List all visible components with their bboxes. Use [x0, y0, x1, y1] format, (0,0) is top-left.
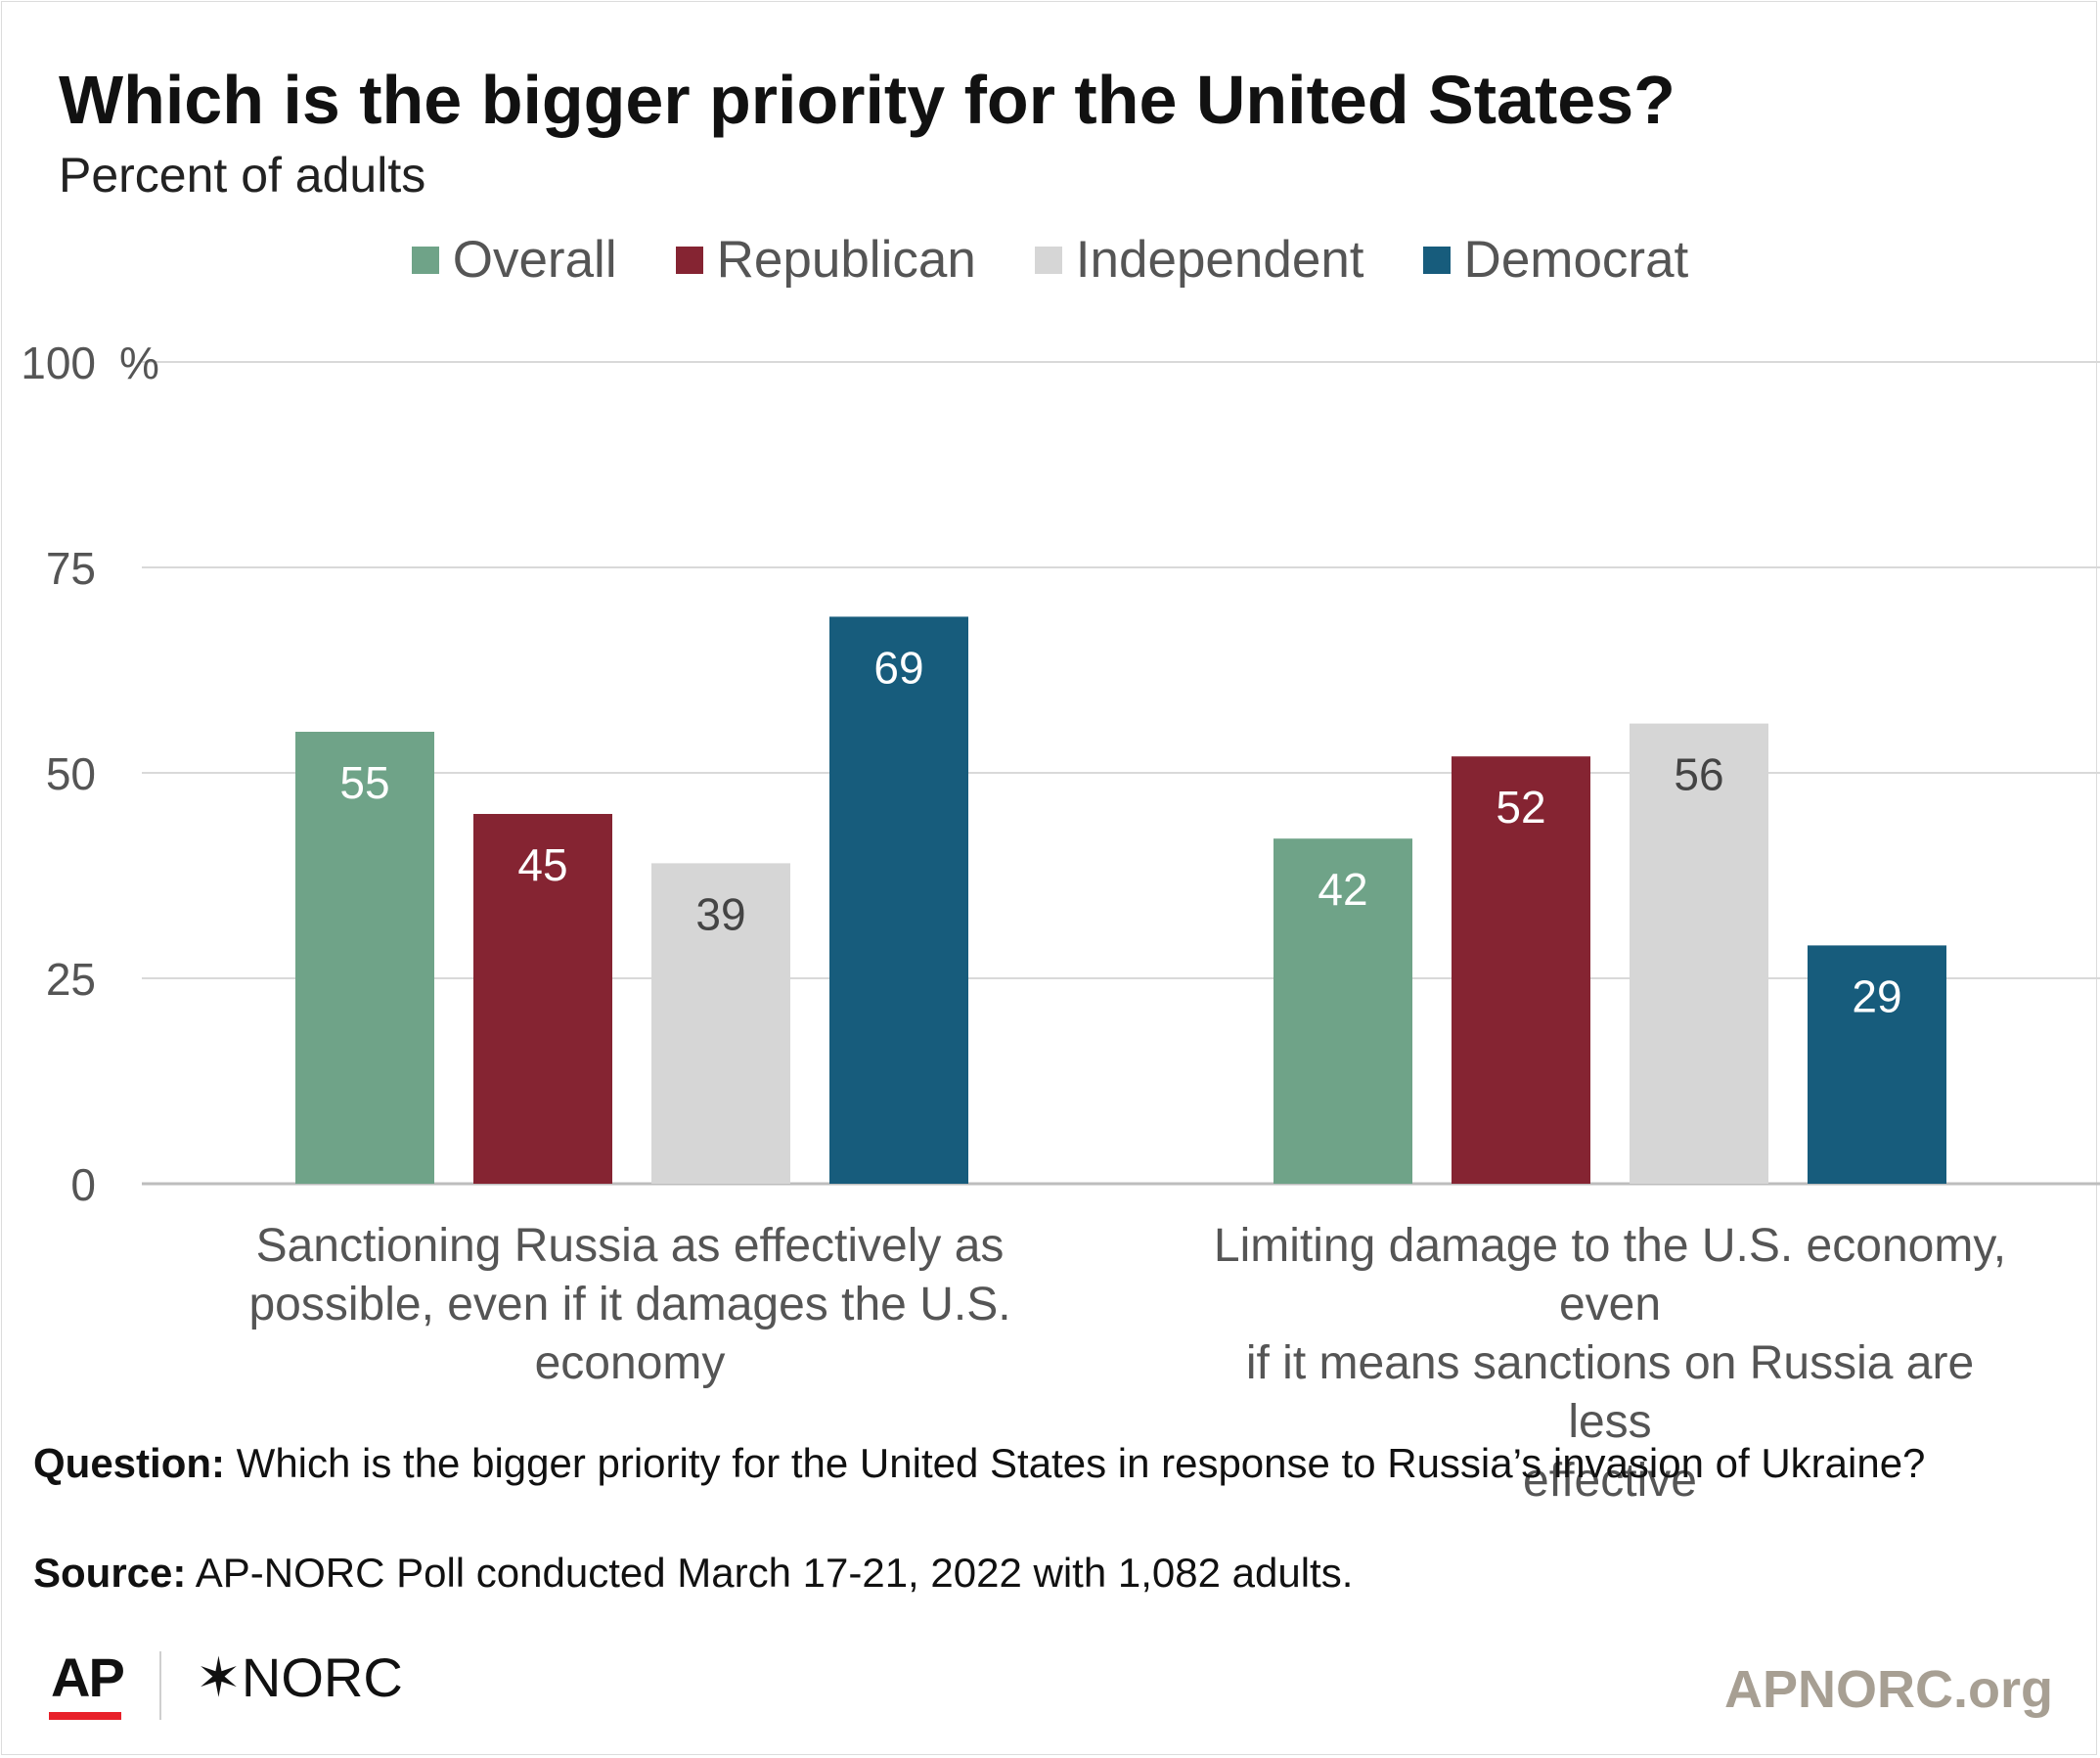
- data-label-democrat-1: 69: [873, 642, 923, 693]
- legend-item-republican: Republican: [675, 230, 976, 290]
- category-label-2-line-3: effective: [1523, 1455, 1697, 1507]
- ap-logo-underline: [49, 1712, 121, 1720]
- data-label-independent-1: 39: [695, 888, 745, 939]
- data-label-democrat-2: 29: [1852, 970, 1901, 1021]
- data-label-overall-2: 42: [1318, 864, 1367, 915]
- source-label: Source:: [33, 1550, 187, 1596]
- data-label-independent-2: 56: [1674, 749, 1723, 800]
- bar-overall-2: [1273, 838, 1412, 1184]
- bar-republican-1: [473, 814, 612, 1184]
- bar-independent-1: [651, 863, 790, 1184]
- y-tick-label-75: 75: [46, 543, 96, 594]
- y-tick-label-50: 50: [46, 748, 96, 799]
- y-tick-label-0: 0: [70, 1159, 96, 1210]
- y-tick-label-25: 25: [46, 954, 96, 1005]
- category-label-1-line-1: Sanctioning Russia as effectively as: [255, 1220, 1005, 1272]
- legend-swatch-overall: [411, 246, 439, 274]
- bar-democrat-2: [1808, 945, 1946, 1184]
- chart-title: Which is the bigger priority for the Uni…: [59, 62, 1676, 138]
- ap-logo: AP: [51, 1646, 125, 1708]
- legend: Overall Republican Independent Democrat: [0, 230, 2100, 290]
- y-unit-label: %: [119, 338, 159, 388]
- norc-logo: ✶NORC: [196, 1646, 403, 1708]
- legend-label-democrat: Democrat: [1463, 231, 1689, 289]
- bar-chart: 0 25 50 75 100 % 55 45 39 69 42 52 56 29: [21, 338, 2100, 1210]
- y-tick-label-100: 100: [21, 338, 96, 388]
- source-text: AP-NORC Poll conducted March 17-21, 2022…: [195, 1550, 1354, 1596]
- category-label-2-line-2: if it means sanctions on Russia are less: [1245, 1337, 1975, 1448]
- category-label-2: Limiting damage to the U.S. economy, eve…: [1199, 1217, 2021, 1510]
- bar-independent-2: [1630, 723, 1768, 1184]
- legend-swatch-independent: [1034, 246, 1062, 274]
- legend-item-independent: Independent: [1034, 230, 1364, 290]
- data-label-overall-1: 55: [339, 757, 389, 808]
- legend-swatch-republican: [675, 246, 703, 274]
- logo-divider: [159, 1651, 161, 1720]
- footer-question: Question: Which is the bigger priority f…: [33, 1436, 1989, 1490]
- question-text: Which is the bigger priority for the Uni…: [236, 1440, 1926, 1486]
- category-label-1-line-2: possible, even if it damages the U.S.: [248, 1279, 1011, 1330]
- bar-democrat-1: [829, 616, 968, 1184]
- category-label-1-line-3: economy: [534, 1337, 726, 1389]
- question-label: Question:: [33, 1440, 225, 1486]
- legend-item-overall: Overall: [411, 230, 617, 290]
- category-label-2-line-1: Limiting damage to the U.S. economy, eve…: [1213, 1220, 2007, 1330]
- chart-subtitle: Percent of adults: [59, 148, 426, 203]
- legend-label-republican: Republican: [716, 231, 976, 289]
- data-label-republican-1: 45: [517, 839, 567, 890]
- category-label-1: Sanctioning Russia as effectively as pos…: [219, 1217, 1041, 1393]
- bar-republican-2: [1452, 756, 1590, 1184]
- legend-item-democrat: Democrat: [1422, 230, 1689, 290]
- legend-label-independent: Independent: [1075, 231, 1364, 289]
- legend-label-overall: Overall: [452, 231, 617, 289]
- legend-swatch-democrat: [1422, 246, 1451, 274]
- footer-source: Source: AP-NORC Poll conducted March 17-…: [33, 1546, 1989, 1600]
- site-link: APNORC.org: [1724, 1660, 2053, 1719]
- data-label-republican-2: 52: [1496, 782, 1545, 833]
- bar-overall-1: [295, 732, 434, 1184]
